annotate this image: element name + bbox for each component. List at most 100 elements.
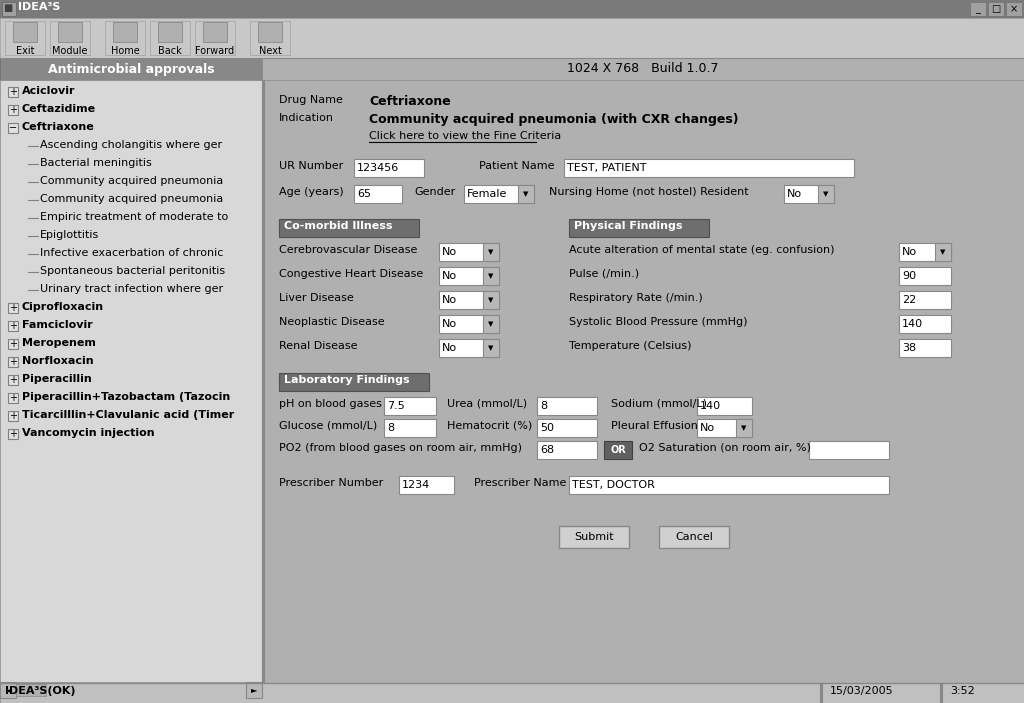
Bar <box>0 682 16 698</box>
Text: Gender: Gender <box>414 187 456 197</box>
Bar <box>564 159 854 177</box>
Bar <box>384 419 436 437</box>
Bar <box>105 21 145 55</box>
Bar <box>50 21 90 55</box>
Bar <box>784 185 834 203</box>
Text: −: − <box>9 123 17 133</box>
Text: Drug Name: Drug Name <box>279 95 343 105</box>
Text: Renal Disease: Renal Disease <box>279 341 357 351</box>
Bar <box>988 2 1004 16</box>
Bar <box>483 315 499 333</box>
Bar <box>246 682 262 698</box>
Text: UR Number: UR Number <box>279 161 343 171</box>
Bar <box>483 243 499 261</box>
Text: Urinary tract infection where ger: Urinary tract infection where ger <box>40 284 223 294</box>
Text: _: _ <box>976 4 980 14</box>
Bar <box>439 291 499 309</box>
Text: Home: Home <box>111 46 139 56</box>
Bar <box>8 357 18 367</box>
Bar <box>537 419 597 437</box>
Text: +: + <box>9 375 17 385</box>
Bar <box>0 682 262 698</box>
Text: +: + <box>9 321 17 331</box>
Bar <box>203 22 227 42</box>
Text: Ascending cholangitis where ger: Ascending cholangitis where ger <box>40 140 222 150</box>
Bar <box>559 526 629 548</box>
Text: Antimicrobial approvals: Antimicrobial approvals <box>48 63 214 75</box>
Text: OR: OR <box>610 445 626 455</box>
Text: Module: Module <box>52 46 88 56</box>
Bar <box>899 267 951 285</box>
Bar <box>158 22 182 42</box>
Text: Community acquired pneumonia: Community acquired pneumonia <box>40 194 223 204</box>
Text: +: + <box>9 393 17 403</box>
Bar <box>537 397 597 415</box>
Text: ▼: ▼ <box>823 191 828 197</box>
Text: Bacterial meningitis: Bacterial meningitis <box>40 158 152 168</box>
Bar <box>0 0 1024 18</box>
Text: TEST, DOCTOR: TEST, DOCTOR <box>572 480 655 490</box>
Bar <box>569 476 889 494</box>
Bar <box>0 80 262 683</box>
Text: Pulse (/min.): Pulse (/min.) <box>569 269 639 279</box>
Text: Cancel: Cancel <box>675 532 713 542</box>
Text: Sodium (mmol/L): Sodium (mmol/L) <box>611 399 707 409</box>
Text: Ceftriaxone: Ceftriaxone <box>369 95 451 108</box>
Text: 8: 8 <box>387 423 394 433</box>
Bar <box>13 22 37 42</box>
Text: Cerebrovascular Disease: Cerebrovascular Disease <box>279 245 418 255</box>
Bar <box>8 87 18 97</box>
Text: pH on blood gases: pH on blood gases <box>279 399 382 409</box>
Text: Prescriber Number: Prescriber Number <box>279 478 383 488</box>
Text: Ciprofloxacin: Ciprofloxacin <box>22 302 104 312</box>
Text: +: + <box>9 357 17 367</box>
Bar <box>736 419 752 437</box>
Bar <box>1006 2 1022 16</box>
Bar <box>58 22 82 42</box>
Bar <box>262 80 264 699</box>
Text: Ceftriaxone: Ceftriaxone <box>22 122 95 132</box>
Text: Infective exacerbation of chronic: Infective exacerbation of chronic <box>40 248 223 258</box>
Text: O2 Saturation (on room air, %): O2 Saturation (on room air, %) <box>639 443 811 453</box>
Text: ◄: ◄ <box>5 685 11 695</box>
Text: Pleural Effusion: Pleural Effusion <box>611 421 698 431</box>
Text: 50: 50 <box>540 423 554 433</box>
Bar <box>899 339 951 357</box>
Text: No: No <box>787 189 802 199</box>
Text: Click here to view the Fine Criteria: Click here to view the Fine Criteria <box>369 131 561 141</box>
Text: Physical Findings: Physical Findings <box>574 221 683 231</box>
Text: 38: 38 <box>902 343 916 353</box>
Text: Hematocrit (%): Hematocrit (%) <box>447 421 532 431</box>
Bar <box>464 185 534 203</box>
Text: Glucose (mmol/L): Glucose (mmol/L) <box>279 421 377 431</box>
Bar <box>279 219 419 237</box>
Text: ▼: ▼ <box>488 297 494 303</box>
Text: +: + <box>9 105 17 115</box>
Bar <box>8 339 18 349</box>
Text: Forward: Forward <box>196 46 234 56</box>
Text: Ticarcilllin+Clavulanic acid (Timer: Ticarcilllin+Clavulanic acid (Timer <box>22 410 234 420</box>
Bar <box>16 684 46 696</box>
Text: Submit: Submit <box>574 532 613 542</box>
Text: No: No <box>442 295 457 305</box>
Text: Community acquired pneumonia: Community acquired pneumonia <box>40 176 223 186</box>
Bar <box>899 291 951 309</box>
Bar <box>970 2 986 16</box>
Text: Next: Next <box>259 46 282 56</box>
Bar <box>8 321 18 331</box>
Text: Meropenem: Meropenem <box>22 338 96 348</box>
Text: ▼: ▼ <box>488 345 494 351</box>
Text: ▼: ▼ <box>488 273 494 279</box>
Bar <box>809 441 889 459</box>
Bar <box>439 339 499 357</box>
Bar <box>697 419 752 437</box>
Text: Liver Disease: Liver Disease <box>279 293 353 303</box>
Bar <box>8 411 18 421</box>
Bar <box>483 339 499 357</box>
Bar <box>279 373 429 391</box>
Text: 1234: 1234 <box>402 480 430 490</box>
Bar <box>2 2 16 16</box>
Bar <box>384 397 436 415</box>
Text: IDEA³S: IDEA³S <box>18 2 60 12</box>
Bar <box>8 105 18 115</box>
